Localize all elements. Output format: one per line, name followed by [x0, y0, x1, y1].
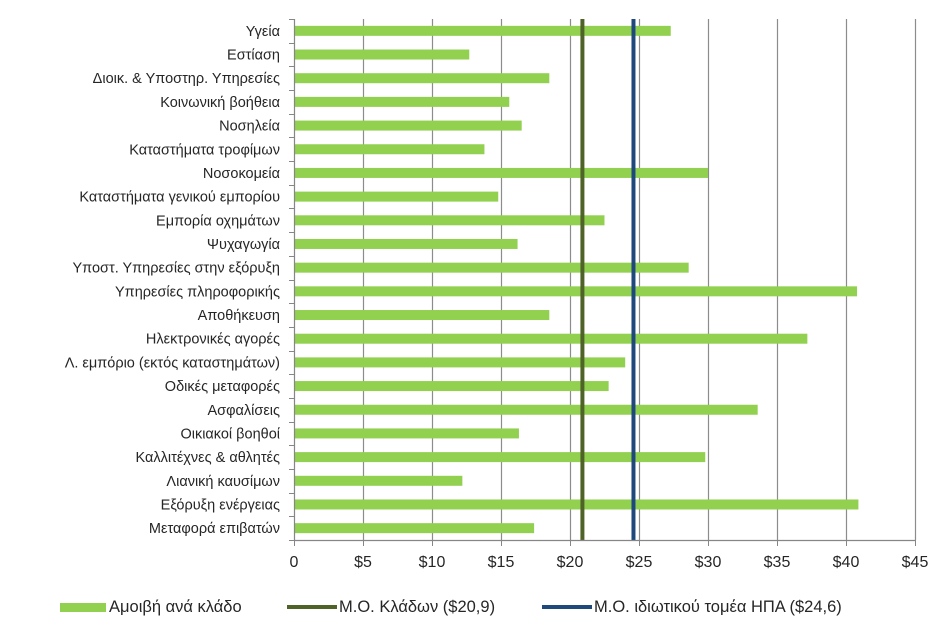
bar: [295, 25, 671, 36]
bar: [295, 167, 708, 178]
bar: [295, 310, 550, 321]
legend-swatch-line: [542, 605, 592, 609]
bar: [295, 286, 858, 297]
legend-swatch-line: [287, 605, 337, 609]
category-label: Καταστήματα τροφίμων: [129, 142, 280, 158]
x-tick-label: $45: [902, 554, 929, 571]
category-label: Υποστ. Υπηρεσίες στην εξόρυξη: [73, 261, 281, 277]
category-label: Εμπορία οχημάτων: [156, 213, 280, 229]
bar: [295, 238, 518, 249]
category-label: Αποθήκευση: [198, 308, 280, 324]
bar: [295, 452, 706, 463]
bar-chart: Υγεία Εστίαση Διοικ. & Υποστηρ. Υπηρεσίες Κ…: [65, 19, 929, 571]
category-label: Οικιακοί βοηθοί: [180, 426, 280, 442]
category-label: Λ. εμπόριο (εκτός καταστημάτων): [65, 355, 280, 371]
legend-swatch-bar: [60, 602, 106, 612]
x-tick-label: $30: [695, 554, 722, 571]
category-label: Οδικές μεταφορές: [165, 379, 280, 395]
category-label: Υγεία: [246, 24, 280, 40]
bar: [295, 523, 535, 534]
bar: [295, 262, 689, 273]
bar: [295, 428, 519, 439]
legend-item-us-private-average: Μ.Ο. ιδιωτικού τομέα ΗΠΑ ($24,6): [542, 594, 842, 620]
bar: [295, 499, 859, 510]
legend-label: Αμοιβή ανά κλάδο: [109, 597, 242, 616]
legend-item-sector-average: Μ.Ο. Κλάδων ($20,9): [287, 594, 495, 620]
legend-label: Μ.Ο. Κλάδων ($20,9): [339, 597, 496, 616]
bar: [295, 475, 463, 486]
bar: [295, 333, 808, 344]
category-label: Νοσοκομεία: [203, 166, 280, 182]
category-label: Ψυχαγωγία: [207, 237, 280, 253]
category-label: Νοσηλεία: [219, 119, 280, 135]
category-label: Εξόρυξη ενέργειας: [161, 497, 280, 513]
x-tick-label: $25: [626, 554, 653, 571]
category-label: Υπηρεσίες πληροφορικής: [115, 284, 280, 300]
x-tick-label: 0: [290, 554, 299, 571]
bar: [295, 404, 758, 415]
category-label: Κοινωνική βοήθεια: [160, 95, 280, 111]
bar: [295, 144, 485, 155]
x-tick-label: $10: [419, 554, 446, 571]
x-tick-label: $20: [557, 554, 584, 571]
bar: [295, 381, 609, 392]
category-label: Λιανική καυσίμων: [166, 474, 280, 490]
bar: [295, 357, 626, 368]
category-label: Μεταφορά επιβατών: [149, 521, 280, 537]
category-labels: Υγεία Εστίαση Διοικ. & Υποστηρ. Υπηρεσίες Κ…: [65, 24, 281, 537]
bar: [295, 215, 605, 226]
legend: Αμοιβή ανά κλάδο Μ.Ο. Κλάδων ($20,9) Μ.Ο…: [0, 594, 950, 620]
category-label: Ασφαλίσεις: [208, 403, 281, 419]
x-tick-label: $40: [833, 554, 860, 571]
x-tick-labels: 0 $5 $10 $15 $20 $25 $30 $35 $40 $45: [290, 554, 929, 571]
category-label: Καταστήματα γενικού εμπορίου: [79, 190, 280, 206]
category-label: Διοικ. & Υποστηρ. Υπηρεσίες: [93, 71, 280, 87]
category-label: Εστίαση: [227, 48, 280, 64]
bar: [295, 73, 550, 84]
x-tick-label: $35: [764, 554, 791, 571]
category-label: Καλλιτέχνες & αθλητές: [136, 450, 281, 466]
bar: [295, 49, 470, 60]
x-tick-label: $5: [354, 554, 372, 571]
x-tick-label: $15: [488, 554, 515, 571]
legend-item-wage: Αμοιβή ανά κλάδο: [60, 594, 242, 620]
bar: [295, 191, 499, 202]
legend-label: Μ.Ο. ιδιωτικού τομέα ΗΠΑ ($24,6): [594, 597, 842, 616]
bars: [295, 25, 859, 534]
bar: [295, 96, 510, 107]
category-label: Ηλεκτρονικές αγορές: [146, 332, 280, 348]
reference-lines: [580, 19, 636, 540]
bar: [295, 120, 522, 131]
axes: [289, 19, 916, 546]
